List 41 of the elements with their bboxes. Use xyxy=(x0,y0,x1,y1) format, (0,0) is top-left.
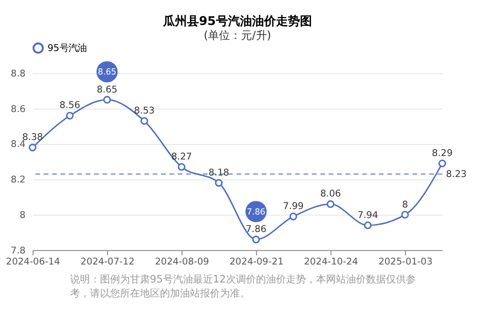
point xyxy=(401,210,409,219)
point xyxy=(178,163,186,171)
annotation: 7.86 xyxy=(246,206,266,216)
point xyxy=(326,200,334,208)
x-tick-label: 2024-07-12 xyxy=(80,256,135,268)
point xyxy=(289,212,298,220)
data-label: 8.53 xyxy=(134,106,155,117)
data-label: 8.65 xyxy=(96,84,118,96)
data-label: 8.56 xyxy=(59,100,80,112)
y-tick-label: 8.4 xyxy=(10,139,26,150)
x-tick-label: 2025-01-03 xyxy=(378,256,433,268)
point xyxy=(438,160,446,168)
annotation: 8.65 xyxy=(98,66,116,77)
x-tick-label: 2024-08-09 xyxy=(155,256,210,268)
x-tick-label: 2024-10-24 xyxy=(304,256,358,268)
x-tick-label: 2024-09-21 xyxy=(230,256,284,268)
point xyxy=(140,117,148,125)
legend-label: 95号汽油 xyxy=(47,42,86,54)
data-label: 7.86 xyxy=(246,224,266,236)
data-label: 8.06 xyxy=(320,188,341,200)
chart-title: 瓜州县95号汽油油价走势图 xyxy=(162,14,312,28)
text: 说明：图例为甘肃95号汽油最近12次调价的油价走势，本网站油价数据仅供参考，请以您所在地区的加油站报价为准。 xyxy=(70,274,416,300)
x-tick-label: 2024-06-14 xyxy=(6,256,60,268)
chart-subtitle: (单位：元/升) xyxy=(204,28,272,42)
data-label: 7.94 xyxy=(357,210,378,221)
data-label: 8.29 xyxy=(432,148,453,159)
data-label: 7.99 xyxy=(282,201,304,212)
ref-line-label: 8.23 xyxy=(446,168,467,180)
y-tick-label: 8 xyxy=(20,210,26,221)
data-label: 8.18 xyxy=(208,167,230,178)
point xyxy=(214,179,223,187)
data-label: 8 xyxy=(402,199,408,210)
point xyxy=(28,144,36,152)
y-tick-label: 8.6 xyxy=(10,104,26,115)
point xyxy=(364,222,372,230)
point xyxy=(252,236,260,244)
y-tick-label: 7.8 xyxy=(10,245,26,256)
point xyxy=(66,112,74,120)
point xyxy=(103,96,111,104)
y-tick-label: 8.8 xyxy=(10,68,26,80)
y-tick-label: 8.2 xyxy=(10,174,26,186)
